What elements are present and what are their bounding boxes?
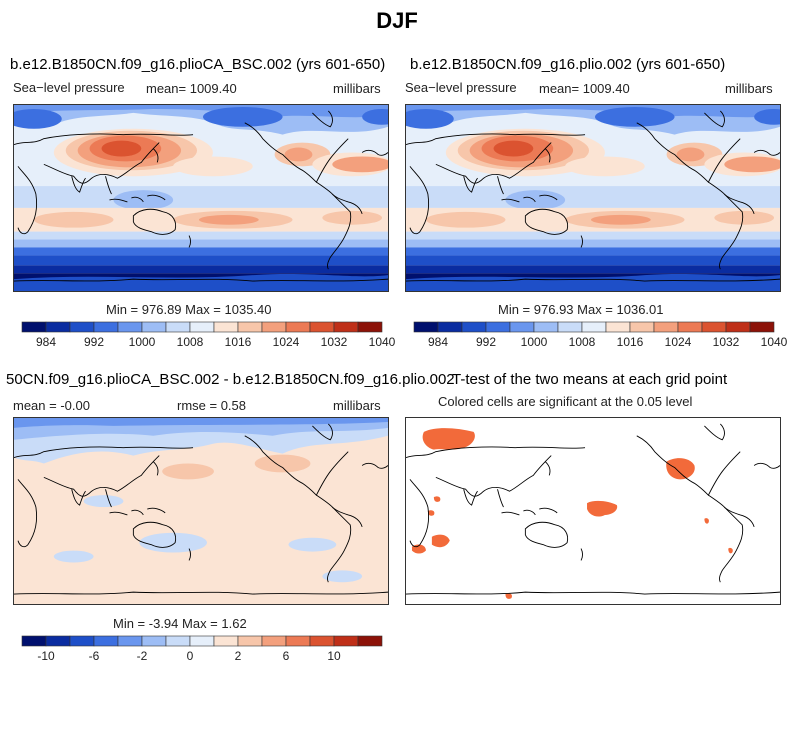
panel1-min-max: Min = 976.89 Max = 1035.40 — [106, 302, 272, 317]
panel1-colorbar-swatch-6 — [165, 321, 191, 333]
panel3-colorbar: -10 -6 -2 0 2 6 10 — [21, 635, 383, 666]
panel1-colorbar: 984 992 1000 1008 1016 1024 1032 1040 — [21, 321, 396, 352]
page-title: DJF — [376, 8, 418, 33]
panel2-colorbar-swatch-13 — [725, 321, 751, 333]
panel3-colorbar-swatch-2 — [69, 635, 95, 647]
panel2-colorbar-swatch-4 — [509, 321, 535, 333]
panel3-colorbar-swatch-5 — [141, 635, 167, 647]
panel2-colorbar-tick-label: 984 — [428, 335, 448, 349]
panel2-colorbar-tick-label: 1016 — [617, 335, 644, 349]
panel1-colorbar-swatch-9 — [237, 321, 263, 333]
panel1-colorbar-tick-label: 1032 — [321, 335, 348, 349]
panel1-colorbar-swatch-11 — [285, 321, 311, 333]
panel3-units-label: millibars — [333, 398, 381, 413]
panel1-title: b.e12.B1850CN.f09_g16.plioCA_BSC.002 (yr… — [10, 56, 386, 73]
panel3-rmse-label: rmse = 0.58 — [177, 398, 247, 413]
panel3-colorbar-tick-label: -6 — [89, 649, 100, 663]
panel2-colorbar-swatch-7 — [581, 321, 607, 333]
panel3-mean-label: mean = -0.00 — [13, 398, 90, 413]
panel3-colorbar-swatch-1 — [45, 635, 71, 647]
panel2-colorbar-tick-label: 1040 — [761, 335, 788, 349]
panel2-colorbar: 984 992 1000 1008 1016 1024 1032 1040 — [413, 321, 788, 352]
panel2-colorbar-tick-label: 1032 — [713, 335, 740, 349]
panel2-colorbar-swatch-8 — [605, 321, 631, 333]
panel3-colorbar-swatch-4 — [117, 635, 143, 647]
panel1-colorbar-tick-label: 992 — [84, 335, 104, 349]
significant-cells — [411, 428, 733, 599]
panel2-colorbar-swatch-1 — [437, 321, 463, 333]
panel2-colorbar-swatch-12 — [701, 321, 727, 333]
panel1-colorbar-swatch-5 — [141, 321, 167, 333]
panel3-colorbar-swatch-8 — [213, 635, 239, 647]
panel2-colorbar-swatch-3 — [485, 321, 511, 333]
panel1-colorbar-tick-label: 1040 — [369, 335, 396, 349]
panel2-mean-label: mean= 1009.40 — [539, 81, 630, 96]
panel3-colorbar-swatch-9 — [237, 635, 263, 647]
panel3-colorbar-swatch-14 — [357, 635, 383, 647]
panel2-colorbar-swatch-5 — [533, 321, 559, 333]
panel3-colorbar-swatch-3 — [93, 635, 119, 647]
panel2-colorbar-swatch-11 — [677, 321, 703, 333]
panel1-colorbar-swatch-10 — [261, 321, 287, 333]
panel2-colorbar-tick-label: 1000 — [521, 335, 548, 349]
panel2-colorbar-tick-label: 1024 — [665, 335, 692, 349]
panel3-title: 50CN.f09_g16.plioCA_BSC.002 - b.e12.B185… — [6, 371, 455, 388]
panel3-colorbar-swatch-0 — [21, 635, 47, 647]
panel2-colorbar-svg: 984 992 1000 1008 1016 1024 1032 1040 — [413, 321, 788, 349]
panel3-colorbar-tick-label: 0 — [187, 649, 194, 663]
panel3-min-max: Min = -3.94 Max = 1.62 — [113, 616, 247, 631]
panel1-colorbar-svg: 984 992 1000 1008 1016 1024 1032 1040 — [21, 321, 396, 349]
panel2-colorbar-swatch-9 — [629, 321, 655, 333]
panel1-colorbar-swatch-1 — [45, 321, 71, 333]
panel1-colorbar-tick-label: 1008 — [177, 335, 204, 349]
panel1-colorbar-swatch-14 — [357, 321, 383, 333]
panel2-colorbar-swatch-0 — [413, 321, 439, 333]
panel2-colorbar-swatch-2 — [461, 321, 487, 333]
panel1-slp-map — [13, 104, 389, 292]
panel3-colorbar-swatch-7 — [189, 635, 215, 647]
panel1-colorbar-swatch-13 — [333, 321, 359, 333]
panel1-colorbar-swatch-4 — [117, 321, 143, 333]
panel2-variable-label: Sea−level pressure — [405, 80, 517, 95]
panel2-colorbar-swatch-6 — [557, 321, 583, 333]
panel1-colorbar-tick-label: 1000 — [129, 335, 156, 349]
panel3-colorbar-tick-label: 10 — [327, 649, 341, 663]
panel1-colorbar-swatch-7 — [189, 321, 215, 333]
panel2-colorbar-swatch-14 — [749, 321, 775, 333]
panel1-variable-label: Sea−level pressure — [13, 80, 125, 95]
panel3-colorbar-swatch-11 — [285, 635, 311, 647]
panel1-units-label: millibars — [333, 81, 381, 96]
panel3-colorbar-tick-label: 2 — [235, 649, 242, 663]
panel3-colorbar-tick-label: -10 — [37, 649, 55, 663]
panel2-slp-map — [405, 104, 781, 292]
panel2-colorbar-tick-label: 1008 — [569, 335, 596, 349]
panel3-colorbar-tick-label: -2 — [137, 649, 148, 663]
panel1-colorbar-swatch-3 — [93, 321, 119, 333]
panel3-colorbar-swatch-13 — [333, 635, 359, 647]
panel1-colorbar-tick-label: 1024 — [273, 335, 300, 349]
panel4-ttest-map — [405, 417, 781, 605]
panel1-colorbar-tick-label: 1016 — [225, 335, 252, 349]
panel3-difference-map — [13, 417, 389, 605]
panel2-min-max: Min = 976.93 Max = 1036.01 — [498, 302, 664, 317]
panel2-units-label: millibars — [725, 81, 773, 96]
panel2-title: b.e12.B1850CN.f09_g16.plio.002 (yrs 601-… — [410, 56, 726, 73]
panel3-colorbar-swatch-10 — [261, 635, 287, 647]
panel4-title: T-test of the two means at each grid poi… — [452, 371, 728, 388]
panel1-colorbar-swatch-12 — [309, 321, 335, 333]
panel1-colorbar-tick-label: 984 — [36, 335, 56, 349]
panel1-colorbar-swatch-0 — [21, 321, 47, 333]
panel3-colorbar-swatch-6 — [165, 635, 191, 647]
panel1-mean-label: mean= 1009.40 — [146, 81, 237, 96]
panel1-colorbar-swatch-8 — [213, 321, 239, 333]
panel4-subtitle: Colored cells are significant at the 0.0… — [438, 394, 693, 409]
panel3-colorbar-swatch-12 — [309, 635, 335, 647]
panel3-colorbar-svg: -10 -6 -2 0 2 6 10 — [21, 635, 383, 663]
panel2-colorbar-tick-label: 992 — [476, 335, 496, 349]
panel3-colorbar-tick-label: 6 — [283, 649, 290, 663]
panel1-colorbar-swatch-2 — [69, 321, 95, 333]
panel2-colorbar-swatch-10 — [653, 321, 679, 333]
